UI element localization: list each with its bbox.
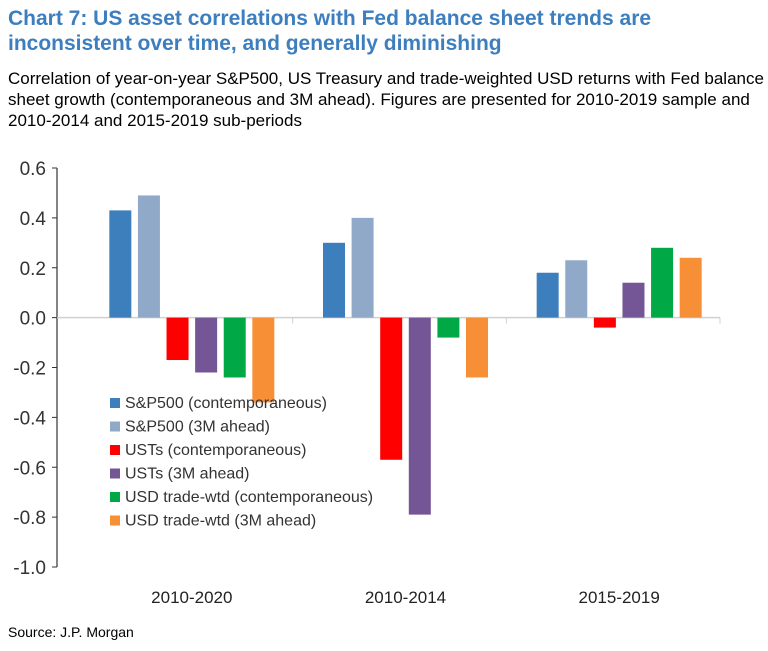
chart-title: Chart 7: US asset correlations with Fed … — [8, 7, 652, 55]
bar — [651, 247, 674, 318]
bar — [437, 317, 460, 338]
y-tick-label: -0.4 — [13, 408, 46, 429]
legend-label: USD trade-wtd (contemporaneous) — [125, 489, 373, 506]
bar — [408, 317, 431, 515]
bar — [380, 317, 403, 460]
x-tick-label: 2010-2014 — [365, 588, 446, 607]
source-note: Source: J.P. Morgan — [8, 624, 134, 640]
legend-label: USTs (contemporaneous) — [125, 442, 306, 459]
bar — [109, 210, 132, 318]
chart-subtitle: Correlation of year-on-year S&P500, US T… — [8, 69, 764, 130]
bar — [195, 317, 218, 373]
bar — [137, 195, 160, 318]
y-tick-label: -0.8 — [13, 508, 46, 529]
x-tick-label: 2015-2019 — [579, 588, 660, 607]
bar — [466, 317, 488, 378]
y-tick-label: 0.2 — [20, 259, 46, 280]
bar — [166, 317, 189, 361]
y-tick-label: 0.6 — [20, 159, 46, 180]
y-tick-label: 0.4 — [20, 209, 47, 230]
legend-label: USTs (3M ahead) — [125, 466, 250, 483]
bar — [351, 217, 374, 318]
legend-label: USD trade-wtd (3M ahead) — [125, 513, 316, 530]
legend-swatch — [110, 515, 120, 526]
x-tick-label: 2010-2020 — [151, 588, 232, 607]
legend-label: S&P500 (contemporaneous) — [125, 395, 327, 412]
y-tick-label: -1.0 — [13, 558, 46, 579]
legend-swatch — [110, 398, 120, 408]
y-tick-label: -0.6 — [13, 458, 46, 479]
bar — [323, 242, 345, 318]
y-tick-label: -0.2 — [13, 359, 46, 380]
legend-swatch — [110, 468, 120, 479]
bar — [252, 317, 275, 403]
y-tick-label: 0.0 — [20, 309, 46, 330]
bar — [622, 282, 645, 318]
legend-label: S&P500 (3M ahead) — [125, 419, 270, 436]
bar — [536, 272, 559, 318]
bar — [593, 317, 616, 328]
bar — [223, 317, 246, 378]
legend-swatch — [110, 492, 120, 502]
bar — [565, 260, 588, 318]
bar — [679, 257, 702, 318]
legend-swatch — [110, 445, 120, 455]
legend-swatch — [110, 421, 120, 432]
